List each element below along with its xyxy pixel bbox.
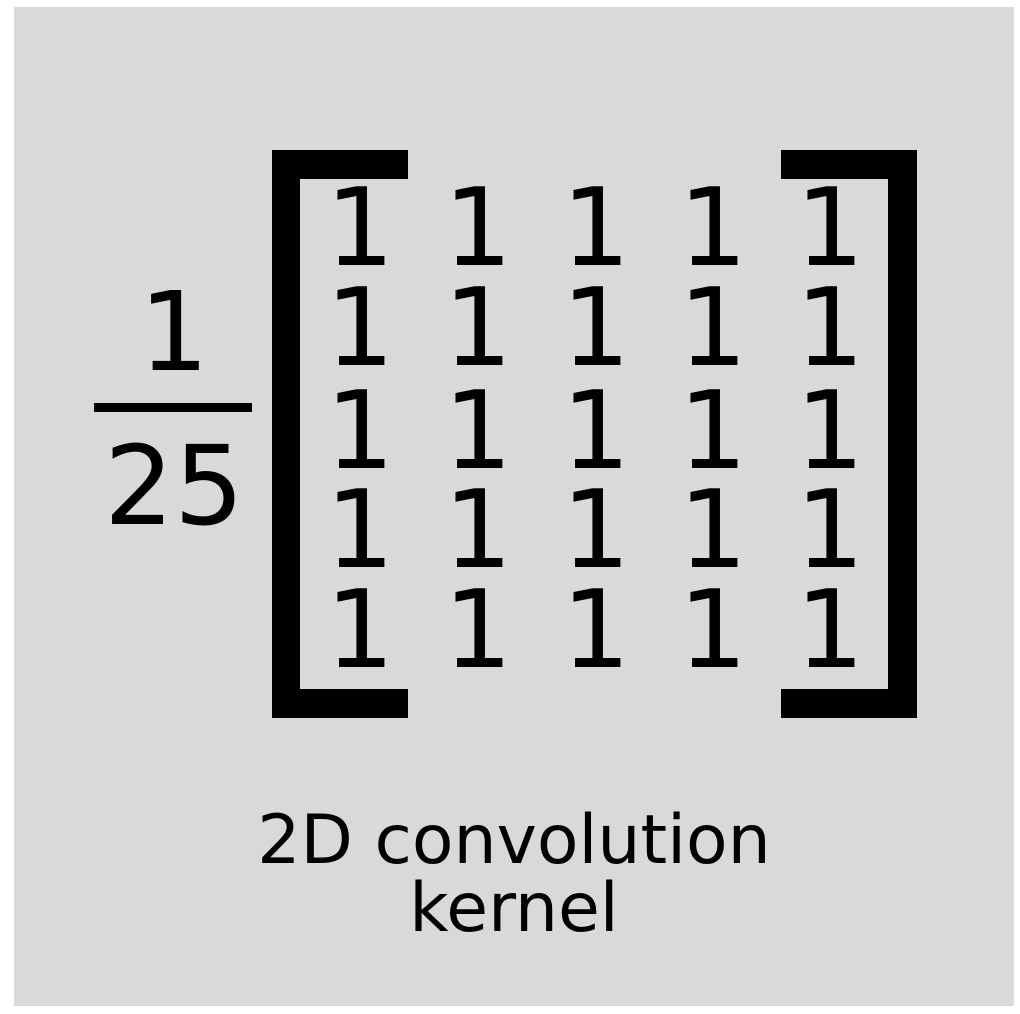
matrix-cell: 1	[795, 166, 865, 291]
right-bracket-top	[781, 150, 917, 179]
matrix-cell: 1	[325, 468, 395, 593]
matrix-cell: 1	[443, 369, 513, 494]
left-bracket-bottom	[272, 689, 408, 718]
right-bracket-bottom	[781, 689, 917, 718]
matrix-cell: 1	[678, 468, 748, 593]
matrix-cell: 1	[678, 166, 748, 291]
matrix-cell: 1	[325, 266, 395, 391]
caption-line-2: kernel	[409, 869, 619, 948]
left-bracket-top	[272, 150, 408, 179]
matrix-cell: 1	[678, 266, 748, 391]
caption-line-1: 2D convolution	[257, 801, 771, 880]
matrix-cell: 1	[795, 568, 865, 693]
matrix-cell: 1	[678, 568, 748, 693]
matrix-cell: 1	[561, 369, 631, 494]
right-bracket-vertical	[888, 150, 917, 718]
matrix-cell: 1	[795, 266, 865, 391]
fraction-bar	[94, 403, 252, 412]
matrix-cell: 1	[443, 468, 513, 593]
matrix-cell: 1	[795, 369, 865, 494]
matrix-cell: 1	[325, 166, 395, 291]
matrix-cell: 1	[561, 166, 631, 291]
matrix-cell: 1	[561, 266, 631, 391]
matrix-cell: 1	[325, 369, 395, 494]
matrix-cell: 1	[443, 568, 513, 693]
left-bracket-vertical	[272, 150, 300, 718]
matrix-cell: 1	[443, 266, 513, 391]
matrix-cell: 1	[443, 166, 513, 291]
matrix-cell: 1	[678, 369, 748, 494]
fraction-denominator: 25	[104, 422, 244, 550]
matrix-cell: 1	[795, 468, 865, 593]
matrix-cell: 1	[325, 568, 395, 693]
matrix-cell: 1	[561, 468, 631, 593]
fraction-numerator: 1	[139, 268, 209, 396]
matrix-cell: 1	[561, 568, 631, 693]
